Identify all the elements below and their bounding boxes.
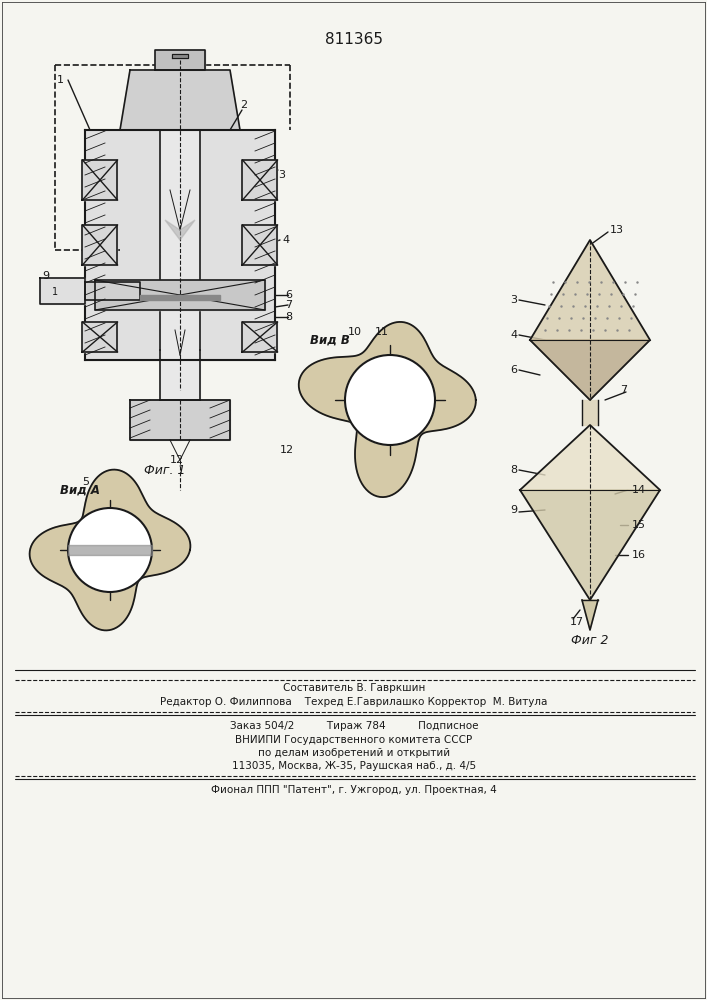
- Text: 12: 12: [82, 570, 96, 580]
- Circle shape: [345, 355, 435, 445]
- Text: 16: 16: [632, 550, 646, 560]
- Text: 4: 4: [510, 330, 517, 340]
- Polygon shape: [530, 240, 650, 340]
- Polygon shape: [120, 70, 240, 130]
- Text: 5: 5: [82, 477, 89, 487]
- Text: ВНИИПИ Государственного комитета СССР: ВНИИПИ Государственного комитета СССР: [235, 735, 472, 745]
- Text: Фионал ППП "Патент", г. Ужгород, ул. Проектная, 4: Фионал ППП "Патент", г. Ужгород, ул. Про…: [211, 785, 497, 795]
- Text: по делам изобретений и открытий: по делам изобретений и открытий: [258, 748, 450, 758]
- Polygon shape: [68, 545, 152, 555]
- Text: 8: 8: [510, 465, 517, 475]
- Polygon shape: [83, 160, 117, 200]
- Text: 12: 12: [170, 455, 184, 465]
- Polygon shape: [95, 280, 265, 310]
- Polygon shape: [130, 400, 230, 440]
- Circle shape: [68, 508, 152, 592]
- Text: 811365: 811365: [325, 32, 383, 47]
- Polygon shape: [155, 50, 205, 70]
- Polygon shape: [160, 350, 200, 400]
- Polygon shape: [140, 295, 220, 300]
- Polygon shape: [243, 160, 278, 200]
- Polygon shape: [165, 220, 195, 240]
- Text: 4: 4: [282, 235, 289, 245]
- Text: 7: 7: [620, 385, 627, 395]
- Polygon shape: [299, 322, 476, 497]
- Polygon shape: [85, 130, 275, 360]
- Text: Фиг 2: Фиг 2: [571, 634, 609, 647]
- Text: Фиг. 1: Фиг. 1: [144, 464, 186, 477]
- Text: 1: 1: [52, 287, 58, 297]
- Text: 13: 13: [610, 225, 624, 235]
- Text: Редактор О. Филиппова    Техред Е.Гаврилашко Корректор  М. Витула: Редактор О. Филиппова Техред Е.Гаврилашк…: [160, 697, 548, 707]
- Text: 6: 6: [285, 290, 292, 300]
- Polygon shape: [243, 322, 278, 352]
- Text: 3: 3: [510, 295, 517, 305]
- Polygon shape: [243, 225, 278, 265]
- Polygon shape: [530, 340, 650, 400]
- Text: 14: 14: [632, 485, 646, 495]
- Text: 9: 9: [42, 271, 49, 281]
- Polygon shape: [30, 470, 190, 630]
- Text: 17: 17: [570, 617, 584, 627]
- Text: 6: 6: [510, 365, 517, 375]
- Text: Составитель В. Гавркшин: Составитель В. Гавркшин: [283, 683, 425, 693]
- Text: 113035, Москва, Ж-35, Раушская наб., д. 4/5: 113035, Москва, Ж-35, Раушская наб., д. …: [232, 761, 476, 771]
- Polygon shape: [520, 490, 660, 600]
- Text: Вид А: Вид А: [60, 484, 100, 496]
- Polygon shape: [85, 282, 140, 300]
- Polygon shape: [520, 425, 660, 490]
- Text: 1: 1: [57, 75, 64, 85]
- Polygon shape: [83, 322, 117, 352]
- Text: 12: 12: [280, 445, 294, 455]
- Text: 15: 15: [632, 520, 646, 530]
- Text: 7: 7: [285, 300, 292, 310]
- Text: 8: 8: [285, 312, 292, 322]
- Text: 9: 9: [510, 505, 517, 515]
- Text: Заказ 504/2          Тираж 784          Подписное: Заказ 504/2 Тираж 784 Подписное: [230, 721, 478, 731]
- Text: Вид В: Вид В: [310, 334, 350, 347]
- Text: 10: 10: [348, 327, 362, 337]
- Polygon shape: [40, 278, 85, 304]
- Polygon shape: [172, 54, 188, 58]
- Polygon shape: [83, 225, 117, 265]
- Text: 3: 3: [278, 170, 285, 180]
- Polygon shape: [160, 130, 200, 350]
- Text: 2: 2: [240, 100, 247, 110]
- Polygon shape: [582, 600, 598, 630]
- Polygon shape: [582, 400, 598, 425]
- Text: 11: 11: [375, 327, 389, 337]
